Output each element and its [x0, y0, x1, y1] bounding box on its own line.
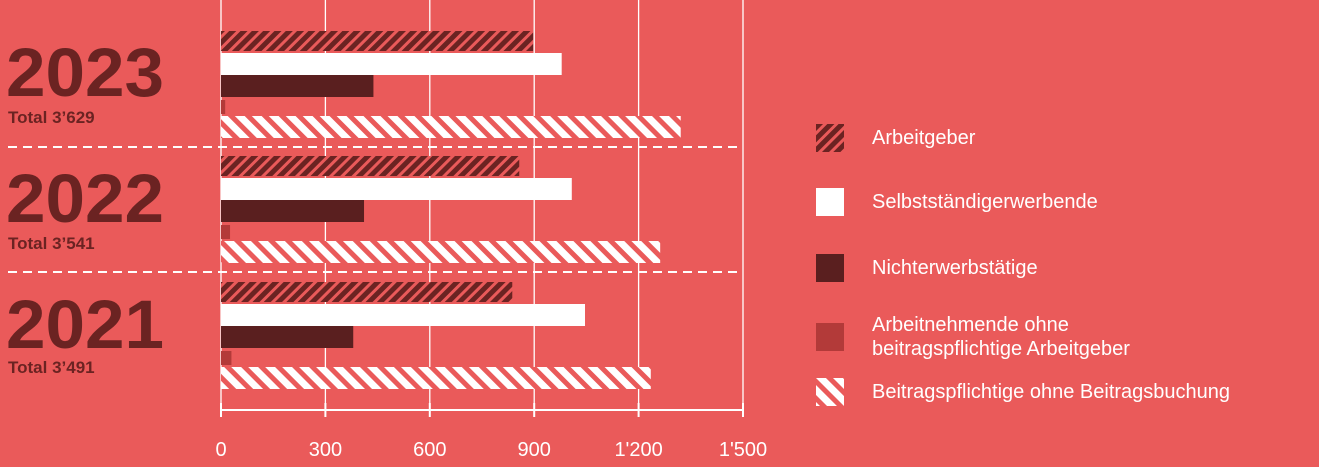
group-separators: [8, 146, 743, 273]
legend-label: Beitragspflichtige ohne Beitragsbuchung: [872, 380, 1231, 403]
bar: [221, 31, 534, 51]
bar: [221, 116, 681, 138]
x-tick-label: 900: [518, 439, 551, 461]
bar: [221, 75, 374, 97]
total-label: Total 3’491: [8, 358, 95, 377]
bar: [221, 367, 651, 389]
year-label: 2022: [6, 160, 164, 237]
legend-swatch-dark: [816, 254, 844, 282]
legend-item-arbeitgeber: Arbeitgeber: [816, 124, 975, 152]
x-tick-label: 1'200: [614, 439, 662, 461]
total-label: Total 3’541: [8, 234, 95, 253]
legend-label: Selbstständigerwerbende: [872, 190, 1098, 213]
bar: [221, 100, 226, 114]
x-tick-label: 300: [309, 439, 342, 461]
legend-swatch-medium: [816, 323, 844, 352]
legend-item-arbeitnehmende: Arbeitnehmende ohne beitragspflichtige A…: [816, 313, 1202, 362]
bar: [221, 156, 520, 176]
x-tick-label: 600: [413, 439, 446, 461]
total-label: Total 3’629: [8, 108, 95, 127]
bar: [221, 282, 513, 302]
bars: [221, 31, 681, 389]
x-tick-label: 1'500: [719, 439, 767, 461]
x-tick-label: 0: [215, 439, 226, 461]
bar: [221, 53, 562, 75]
legend-swatch-hatch-white: [816, 378, 844, 406]
bar: [221, 304, 586, 326]
bar: [221, 326, 354, 348]
bar: [221, 200, 365, 222]
legend-item-nichterwerbstaetige: Nichterwerbstätige: [816, 254, 1038, 282]
year-label: 2021: [6, 286, 164, 363]
legend: Arbeitgeber Selbstständigerwerbende Nich…: [816, 0, 1316, 467]
legend-label: Arbeitnehmende ohne beitragspflichtige A…: [872, 314, 1130, 361]
legend-item-beitragspflichtige: Beitragspflichtige ohne Beitragsbuchung: [816, 378, 1230, 406]
bar: [221, 241, 661, 263]
x-axis: 0 300 600 900 1'200 1'500: [215, 403, 767, 461]
legend-swatch-white: [816, 188, 844, 216]
bar: [221, 351, 232, 365]
legend-label: Nichterwerbstätige: [872, 256, 1038, 279]
legend-swatch-hatch-dark: [816, 124, 844, 152]
legend-label: Arbeitgeber: [872, 126, 976, 149]
legend-item-selbststaendigerwerbende: Selbstständigerwerbende: [816, 188, 1098, 216]
bar: [221, 225, 231, 239]
year-label: 2023: [6, 34, 164, 111]
bar: [221, 178, 572, 200]
